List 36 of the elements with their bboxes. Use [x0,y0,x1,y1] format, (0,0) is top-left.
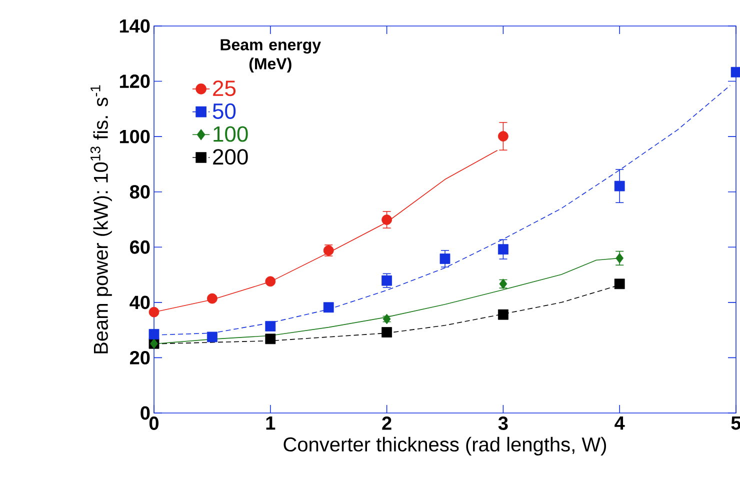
point [265,320,276,332]
point [382,214,392,225]
point [440,254,450,264]
y-tick-label: 120 [120,74,150,88]
point [498,131,508,142]
point [498,244,508,255]
point [614,180,625,192]
legend-label: 50 [212,103,236,119]
point [498,309,508,320]
y-tick-label: 0 [140,406,150,420]
point [265,334,276,344]
x-tick-label: 2 [382,416,392,430]
y-tick-label: 20 [130,350,150,364]
y-tick-label: 80 [130,185,150,199]
legend-label: 100 [214,126,248,142]
x-tick-label: 4 [614,416,625,430]
x-axis-title: Converter thickness (rad lengths, W) [284,436,606,456]
x-tick-label: 3 [498,416,508,430]
point [323,302,334,313]
x-tick-label: 1 [266,416,276,430]
point [382,327,392,338]
point [382,314,391,324]
point [148,306,160,318]
legend-title: Beam energy (MeV) [220,39,321,73]
y-axis-title: Beam power (kW): 10$^{13}$ fis. s$^{-1}$ [90,85,112,354]
y-tick-label: 140 [120,19,150,33]
y-tick-label: 100 [120,130,150,144]
x-tick-label: 0 [149,416,159,430]
legend-label: 25 [213,80,236,96]
point [207,332,218,342]
legend-label: 200 [213,149,248,165]
y-tick-label: 60 [130,240,150,254]
point [382,275,392,286]
point [148,329,160,340]
point [614,278,625,290]
y-tick-label: 40 [130,296,150,310]
